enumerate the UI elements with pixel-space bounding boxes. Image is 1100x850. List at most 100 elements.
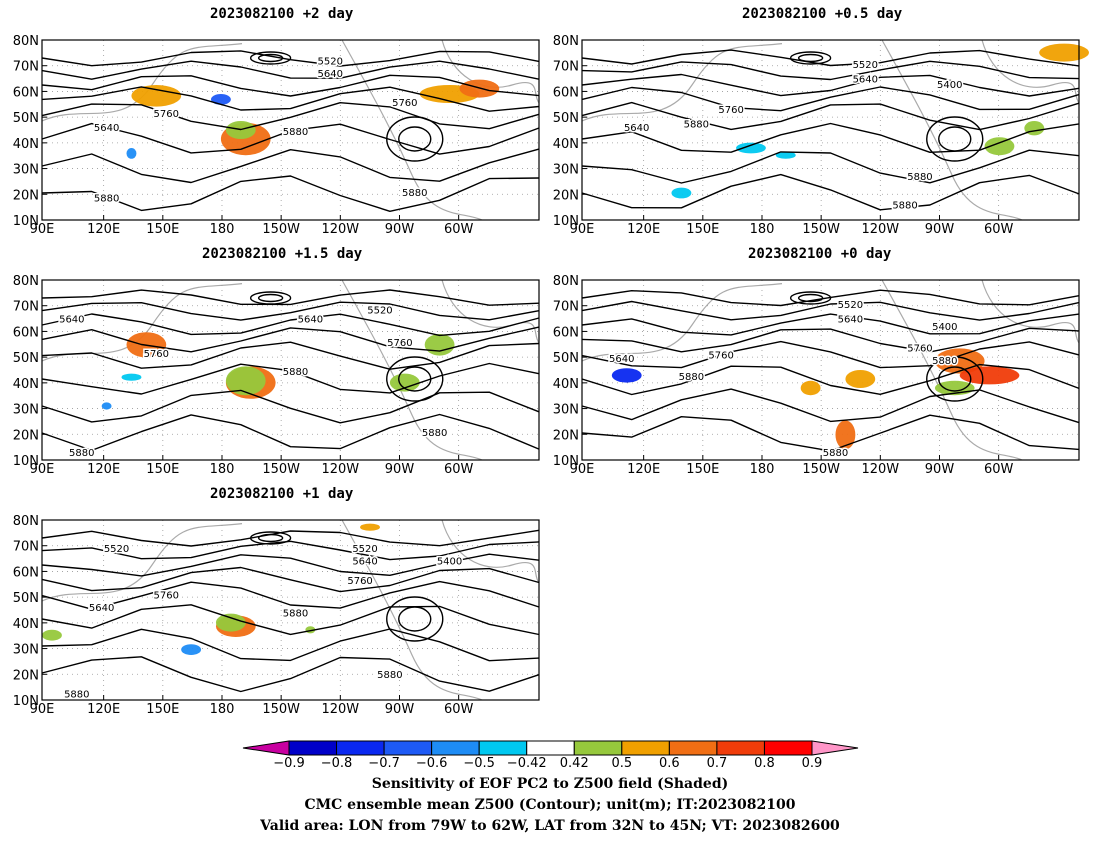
- colorbar-box: [621, 740, 670, 756]
- y-tick-label: 70N: [13, 60, 39, 75]
- colorbar-label: −0.6: [416, 756, 448, 771]
- panel-title: 2023082100 +1 day: [210, 486, 354, 502]
- contour-label: 5760: [718, 105, 743, 116]
- colorbar-box: [431, 740, 480, 756]
- y-tick-label: 20N: [553, 428, 579, 443]
- x-tick-label: 150E: [146, 702, 179, 717]
- contour-label: 5640: [624, 123, 649, 134]
- y-tick-label: 80N: [553, 34, 579, 49]
- z500-contour: [581, 173, 1080, 211]
- z500-contour: [257, 293, 284, 303]
- colorbar-label: 0.9: [802, 756, 823, 771]
- y-tick-label: 40N: [13, 617, 39, 632]
- x-tick-label: 120E: [627, 462, 660, 477]
- z500-contour: [41, 566, 540, 593]
- y-tick-label: 20N: [13, 188, 39, 203]
- contour-label: 5640: [609, 354, 634, 365]
- colorbar-label: −0.5: [463, 756, 495, 771]
- y-tick-label: 40N: [13, 137, 39, 152]
- z500-contour: [257, 53, 284, 63]
- x-tick-label: 120E: [87, 462, 120, 477]
- plot-frame: [41, 39, 540, 221]
- contour-label: 5880: [283, 609, 308, 620]
- z500-contour: [581, 300, 1080, 321]
- sensitivity-shading: [1039, 43, 1089, 62]
- z500-contour: [926, 356, 984, 402]
- contour-label: 5760: [154, 109, 179, 120]
- z500-contour: [41, 175, 540, 212]
- panel-title: 2023082100 +0 day: [748, 246, 892, 262]
- z500-contour: [386, 596, 444, 642]
- x-tick-label: 60W: [984, 462, 1014, 477]
- contour-label: 5520: [352, 544, 377, 555]
- sensitivity-shading: [225, 366, 266, 396]
- z500-contour: [398, 366, 432, 392]
- y-tick-label: 50N: [553, 351, 579, 366]
- x-tick-label: 150W: [802, 462, 840, 477]
- colorbar-box: [716, 740, 765, 756]
- sensitivity-shading: [611, 368, 642, 383]
- y-tick-label: 30N: [13, 643, 39, 658]
- contour-label: 5640: [838, 315, 863, 326]
- z500-contour: [257, 533, 284, 543]
- x-tick-label: 150W: [802, 222, 840, 237]
- colorbar-box: [668, 740, 718, 756]
- contour-label: 5760: [347, 576, 372, 587]
- x-tick-label: 90E: [570, 222, 595, 237]
- z500-contour: [797, 53, 824, 63]
- contour-label: 5520: [838, 300, 863, 311]
- y-tick-label: 10N: [13, 694, 39, 709]
- contour-label: 5760: [154, 591, 179, 602]
- coastline: [881, 279, 1023, 461]
- z500-contour: [581, 327, 1080, 353]
- x-tick-label: 60W: [984, 222, 1014, 237]
- colorbar-label: 0.8: [754, 756, 775, 771]
- panel-title: 2023082100 +2 day: [210, 6, 354, 22]
- z500-contour: [41, 540, 540, 561]
- contour-label: 5880: [377, 670, 402, 681]
- contour-label: 5400: [437, 556, 462, 567]
- contour-label: 5520: [853, 60, 878, 71]
- z500-contour: [41, 60, 540, 80]
- y-tick-label: 60N: [13, 565, 39, 580]
- y-tick-label: 20N: [553, 188, 579, 203]
- z500-contour: [41, 389, 540, 424]
- contour-label: 5880: [64, 690, 89, 701]
- colorbar-label: 0.5: [611, 756, 632, 771]
- contour-label: 5400: [937, 80, 962, 91]
- contour-label: 5880: [422, 428, 447, 439]
- contour-label: 5880: [823, 448, 848, 459]
- z500-contour: [581, 101, 1080, 131]
- y-tick-label: 70N: [553, 300, 579, 315]
- contour-label: 5640: [59, 315, 84, 326]
- z500-contour: [581, 86, 1080, 112]
- y-tick-label: 50N: [13, 591, 39, 606]
- y-tick-label: 70N: [13, 540, 39, 555]
- plot-frame: [581, 39, 1080, 221]
- sensitivity-shading: [424, 334, 455, 356]
- z500-contour: [41, 86, 540, 112]
- z500-contour: [398, 606, 432, 632]
- x-tick-label: 120W: [321, 222, 359, 237]
- contour-label: 5640: [94, 123, 119, 134]
- z500-contour: [41, 362, 540, 395]
- x-tick-label: 60W: [444, 222, 474, 237]
- contour-label: 5640: [318, 69, 343, 80]
- z500-contour: [41, 289, 540, 306]
- contour-label: 5520: [367, 306, 392, 317]
- y-tick-label: 70N: [13, 300, 39, 315]
- contour-label: 5760: [392, 98, 417, 109]
- coastline: [41, 43, 243, 122]
- coastline: [981, 279, 1080, 344]
- x-tick-label: 120W: [861, 222, 899, 237]
- z500-contour: [938, 126, 972, 152]
- x-tick-label: 150W: [262, 462, 300, 477]
- z500-contour: [41, 628, 540, 662]
- contour-label: 5520: [104, 544, 129, 555]
- z500-contour: [41, 553, 540, 577]
- colorbar-box: [478, 740, 528, 756]
- y-tick-label: 70N: [553, 60, 579, 75]
- colorbar-label: 0.6: [659, 756, 680, 771]
